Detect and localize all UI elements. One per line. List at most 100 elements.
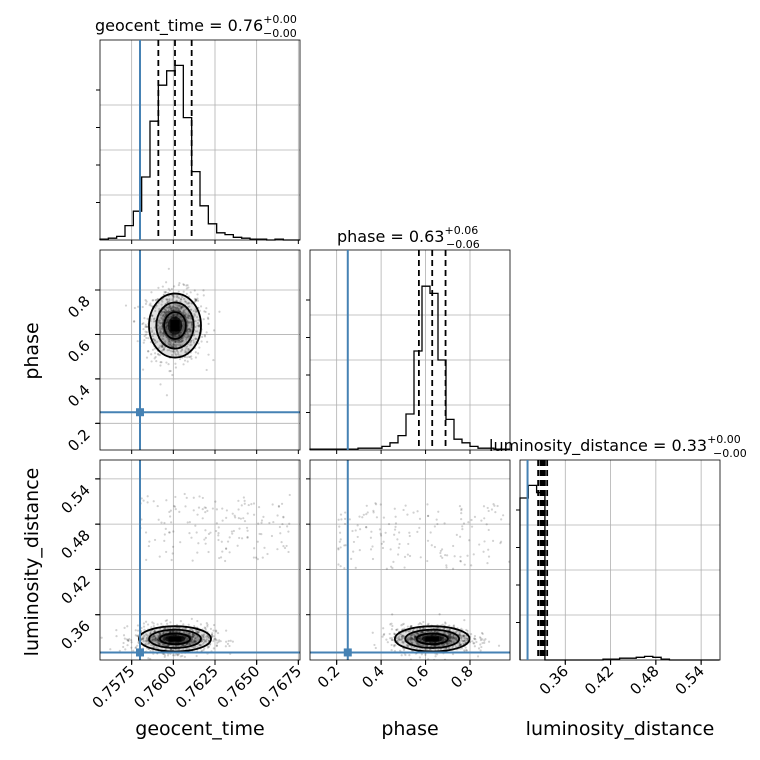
scatter-point [389, 637, 392, 640]
scatter-point [409, 636, 413, 639]
scatter-point [133, 306, 136, 310]
scatter-point [173, 285, 176, 288]
scatter-point [190, 536, 193, 539]
scatter-point [260, 521, 263, 524]
scatter-point [444, 622, 447, 625]
scatter-point [176, 653, 179, 656]
scatter-point [169, 341, 172, 344]
truth-marker [343, 648, 352, 657]
scatter-point [179, 655, 182, 658]
scatter-point [168, 300, 171, 303]
scatter-point [159, 383, 162, 386]
scatter-point [473, 515, 477, 518]
scatter-point [471, 640, 474, 643]
scatter-point [402, 634, 406, 638]
scatter-point [172, 342, 175, 345]
scatter-point [500, 518, 503, 521]
scatter-point [427, 658, 430, 660]
scatter-point [162, 627, 165, 630]
scatter-point [192, 640, 195, 644]
scatter-point [394, 525, 397, 528]
scatter-point [433, 645, 436, 648]
scatter-point [358, 549, 361, 552]
scatter-point [419, 556, 422, 559]
title-ld-minus: −0.00 [713, 447, 747, 460]
scatter-point [480, 519, 483, 522]
scatter-point [144, 299, 147, 302]
scatter-point [184, 648, 188, 651]
joint-luminosity_distance_vs_geocent_time-xtick-label: 0.7650 [214, 662, 264, 712]
scatter-point [169, 369, 172, 373]
scatter-point [170, 309, 173, 312]
scatter-point [288, 522, 291, 525]
scatter-point [178, 626, 181, 629]
scatter-point [202, 642, 205, 645]
scatter-point [354, 566, 357, 569]
scatter-point [187, 347, 190, 351]
scatter-point [175, 307, 179, 310]
scatter-point [180, 340, 183, 343]
scatter-point [146, 623, 150, 626]
scatter-point [268, 521, 271, 525]
scatter-point [171, 344, 174, 347]
scatter-point [162, 334, 165, 338]
scatter-point [217, 534, 220, 537]
scatter-point [172, 309, 176, 312]
scatter-point [126, 644, 129, 647]
scatter-point [152, 299, 155, 302]
scatter-point [178, 296, 181, 300]
scatter-point [167, 287, 170, 290]
scatter-point [175, 644, 178, 648]
scatter-point [159, 331, 162, 334]
joint-phase_vs_geocent_time-ytick-label: 0.4 [64, 381, 94, 411]
scatter-point [454, 637, 457, 640]
scatter-point [448, 633, 452, 636]
scatter-point [442, 643, 445, 646]
scatter-point [169, 630, 172, 633]
scatter-point [163, 311, 166, 314]
scatter-point [174, 362, 177, 365]
scatter-point [165, 619, 169, 622]
scatter-point [202, 318, 205, 321]
scatter-point [160, 345, 163, 348]
scatter-point [203, 633, 206, 636]
scatter-point [186, 284, 189, 287]
scatter-point [338, 531, 342, 534]
scatter-point [151, 638, 154, 641]
scatter-point [172, 294, 175, 297]
scatter-point [155, 640, 158, 644]
scatter-point [339, 538, 342, 541]
scatter-point [203, 310, 206, 313]
scatter-point [207, 353, 210, 356]
scatter-point [481, 632, 484, 635]
scatter-point [233, 514, 236, 517]
scatter-point [464, 646, 467, 649]
scatter-point [246, 512, 249, 515]
scatter-point [460, 507, 463, 510]
scatter-point [159, 322, 162, 325]
hist-frame-geocent_time [99, 39, 301, 241]
scatter-point [204, 628, 207, 631]
scatter-point [179, 350, 183, 353]
scatter-point [164, 291, 168, 294]
scatter-point [414, 635, 417, 638]
scatter-point [358, 515, 361, 518]
hist-frame-luminosity_distance [519, 459, 721, 661]
scatter-point [170, 333, 173, 336]
scatter-point [455, 630, 458, 633]
scatter-point [151, 348, 155, 351]
scatter-point [452, 544, 455, 548]
scatter-point [194, 637, 197, 641]
scatter-point [413, 638, 416, 641]
scatter-point [465, 637, 468, 640]
scatter-point [380, 542, 383, 545]
scatter-point [154, 638, 157, 641]
scatter-point [160, 303, 163, 306]
scatter-point [348, 518, 351, 521]
scatter-point [180, 338, 183, 341]
scatter-point [184, 300, 188, 303]
scatter-point [410, 633, 414, 636]
scatter-point [162, 332, 165, 335]
scatter-point [448, 628, 451, 631]
scatter-point [159, 361, 162, 364]
